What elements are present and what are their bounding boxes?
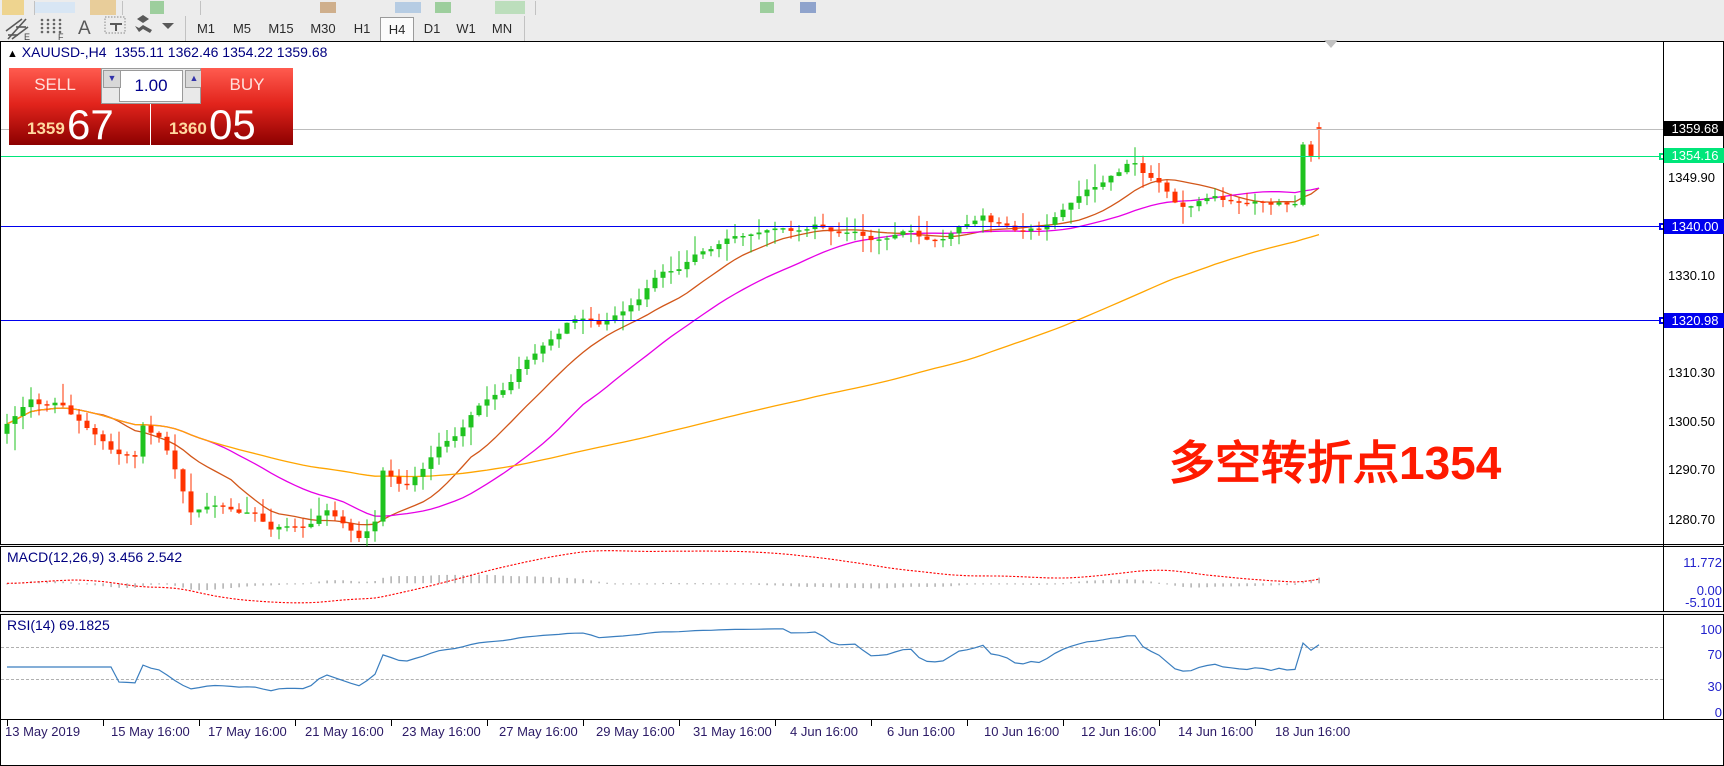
svg-text:A: A	[78, 18, 91, 39]
